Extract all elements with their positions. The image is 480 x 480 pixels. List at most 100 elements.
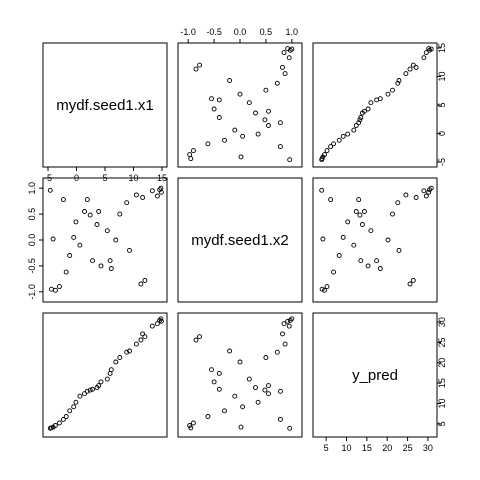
point-0-1-17 [266,108,271,114]
tick-label-bottom-x1-3: 10 [128,173,138,183]
point-2-0-6 [142,334,148,340]
point-2-1-2 [285,318,291,324]
point-2-1-25 [240,404,246,410]
tick-label-bottom-x1-2: 5 [102,173,107,183]
point-2-1-5 [280,331,285,337]
point-1-0-17 [96,209,102,214]
point-1-0-21 [84,197,90,203]
point-1-0-31 [50,236,56,242]
point-2-1-4 [286,323,292,329]
point-0-2-3 [423,50,429,56]
tick-label-bottom-y_pred-3: 20 [382,443,392,453]
tick-label-right-y_pred-1: 10 [437,398,447,408]
point-1-2-28 [328,197,334,203]
point-0-2-28 [328,144,334,150]
point-1-0-13 [108,266,114,271]
point-0-1-31 [238,154,244,160]
point-2-0-20 [87,387,93,393]
point-0-2-8 [403,71,409,77]
point-2-0-14 [107,370,113,376]
point-0-1-2 [285,46,291,52]
point-1-0-33 [47,187,53,193]
point-1-0-26 [67,253,73,258]
tick-label-left-x2-0: -1.0 [27,284,37,300]
point-1-0-24 [73,219,79,225]
tick-label-right-x1-1: 0 [437,131,447,136]
tick-label-bottom-x1-0: -5 [44,173,52,183]
point-1-2-16 [365,263,371,269]
point-1-0-12 [113,237,119,243]
point-1-0-9 [127,247,132,253]
point-1-2-8 [403,192,409,198]
point-2-0-11 [117,355,123,360]
point-2-1-14 [216,370,222,376]
tick-label-top-x2-2: 0.0 [234,27,247,37]
point-2-0-16 [98,379,104,385]
point-1-2-9 [396,247,402,253]
point-0-2-20 [357,117,363,123]
point-2-0-25 [71,404,77,410]
point-1-0-28 [60,197,66,203]
point-0-1-29 [190,148,196,154]
point-1-2-24 [345,219,351,225]
point-0-1-16 [211,106,217,112]
point-2-0-21 [84,388,90,394]
point-0-1-24 [255,131,261,137]
point-0-2-25 [340,133,346,139]
point-0-1-21 [277,120,283,126]
point-0-2-4 [421,55,427,61]
panel-2-0 [42,312,168,438]
point-0-2-15 [368,100,374,106]
tick-label-right-y_pred-3: 20 [437,358,447,368]
point-0-2-23 [351,127,357,133]
point-2-1-27 [205,414,211,419]
point-2-1-1 [287,317,293,323]
point-1-0-2 [158,189,164,195]
point-0-2-14 [374,97,380,103]
point-2-1-20 [262,387,268,393]
variable-label-x1: mydf.seed1.x1 [56,97,154,114]
tick-label-left-x2-3: 0.5 [27,208,37,221]
point-1-0-18 [94,222,100,227]
variable-label-x2: mydf.seed1.x2 [191,232,289,249]
point-1-0-23 [77,242,83,248]
point-0-2-18 [359,110,365,116]
point-0-1-14 [216,97,222,103]
point-0-1-15 [246,100,252,106]
point-1-0-10 [124,200,130,206]
point-0-1-12 [237,91,243,97]
point-0-1-20 [262,117,268,123]
point-0-1-5 [280,64,285,70]
point-1-0-29 [56,284,62,290]
point-1-2-32 [319,286,325,292]
point-2-0-8 [133,341,139,347]
point-1-2-13 [377,266,383,271]
point-0-2-22 [353,123,359,128]
point-0-1-19 [216,115,222,120]
point-1-2-19 [358,258,364,264]
point-2-0-27 [63,414,69,419]
point-2-1-3 [281,321,287,327]
point-1-2-27 [331,269,336,275]
point-2-1-26 [222,408,227,414]
tick-label-top-x2-1: -0.5 [206,27,222,37]
point-1-0-22 [82,209,87,214]
point-1-2-7 [407,281,413,287]
tick-label-right-y_pred-4: 25 [437,337,447,347]
point-1-2-29 [324,284,330,290]
point-0-1-4 [286,55,292,61]
panel-2-2 [312,312,438,438]
tick-label-right-x1-2: 5 [437,102,447,107]
point-0-2-9 [396,78,402,83]
point-0-1-10 [274,80,280,86]
panel-2-1 [177,312,303,438]
point-1-0-6 [142,277,148,283]
point-2-0-2 [158,318,164,324]
point-1-2-18 [359,222,365,227]
tick-label-bottom-y_pred-5: 30 [423,443,433,453]
tick-label-right-y_pred-0: 5 [437,421,447,426]
point-0-1-25 [240,133,246,139]
tick-label-right-y_pred-2: 15 [437,378,447,388]
point-2-0-4 [149,323,155,329]
point-1-2-2 [426,189,432,195]
